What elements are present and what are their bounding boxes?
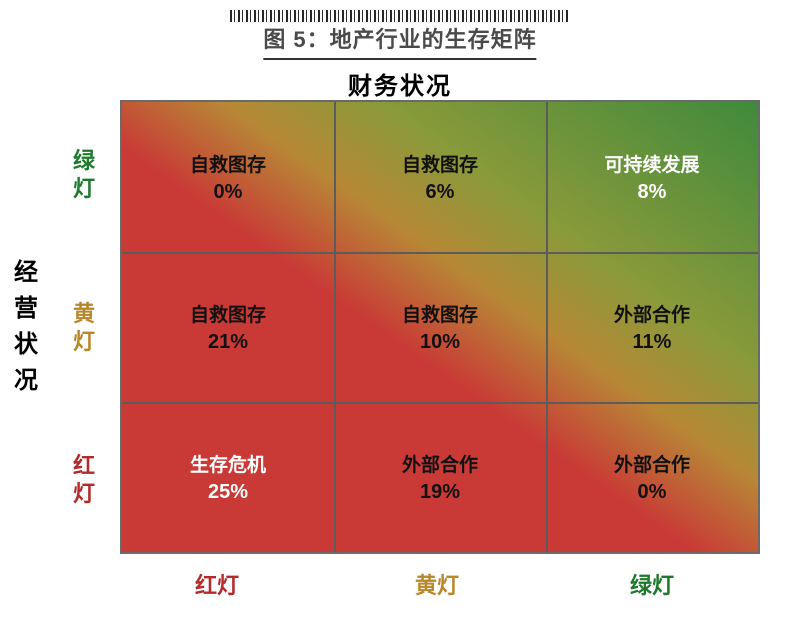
row-axis-title: 经营状况 [14, 255, 40, 399]
col-label-red: 红灯 [195, 568, 239, 600]
cell-r1-c2: 外部合作 11% [546, 252, 758, 402]
cell-value: 21% [208, 331, 248, 354]
cell-label: 自救图存 [190, 150, 266, 177]
cell-label: 可持续发展 [604, 150, 699, 177]
cell-label: 自救图存 [190, 300, 266, 327]
column-axis-title: 财务状况 [348, 66, 452, 101]
chart-title: 图 5：地产行业的生存矩阵 [263, 22, 536, 60]
title-container: 图 5：地产行业的生存矩阵 [263, 22, 536, 60]
col-label-yellow: 黄灯 [415, 568, 459, 600]
cell-r2-c1: 外部合作 19% [334, 402, 546, 552]
cell-label: 外部合作 [402, 450, 478, 477]
cell-r2-c0: 生存危机 25% [122, 402, 334, 552]
cell-r0-c1: 自救图存 6% [334, 102, 546, 252]
matrix-container: 自救图存 0% 自救图存 6% 可持续发展 8% 自救图存 21% 自救图存 1… [120, 100, 760, 554]
cell-r1-c0: 自救图存 21% [122, 252, 334, 402]
row-label-red: 红灯 [64, 452, 104, 507]
cell-value: 25% [208, 481, 248, 504]
cell-label: 外部合作 [614, 450, 690, 477]
matrix: 自救图存 0% 自救图存 6% 可持续发展 8% 自救图存 21% 自救图存 1… [120, 100, 760, 554]
barcode-decoration [230, 10, 570, 22]
cell-r0-c2: 可持续发展 8% [546, 102, 758, 252]
cell-value: 6% [426, 181, 455, 204]
cell-value: 19% [420, 481, 460, 504]
cell-r1-c1: 自救图存 10% [334, 252, 546, 402]
row-label-green: 绿灯 [64, 147, 104, 202]
cell-label: 自救图存 [402, 150, 478, 177]
cell-value: 0% [214, 181, 243, 204]
row-label-yellow: 黄灯 [64, 300, 104, 355]
cell-value: 10% [420, 331, 460, 354]
col-label-green: 绿灯 [630, 568, 674, 600]
cell-label: 自救图存 [402, 300, 478, 327]
cell-value: 11% [633, 331, 672, 354]
cell-label: 外部合作 [614, 300, 690, 327]
cell-value: 8% [638, 181, 667, 204]
cell-value: 0% [638, 481, 667, 504]
cell-label: 生存危机 [190, 450, 266, 477]
cell-r2-c2: 外部合作 0% [546, 402, 758, 552]
cell-r0-c0: 自救图存 0% [122, 102, 334, 252]
